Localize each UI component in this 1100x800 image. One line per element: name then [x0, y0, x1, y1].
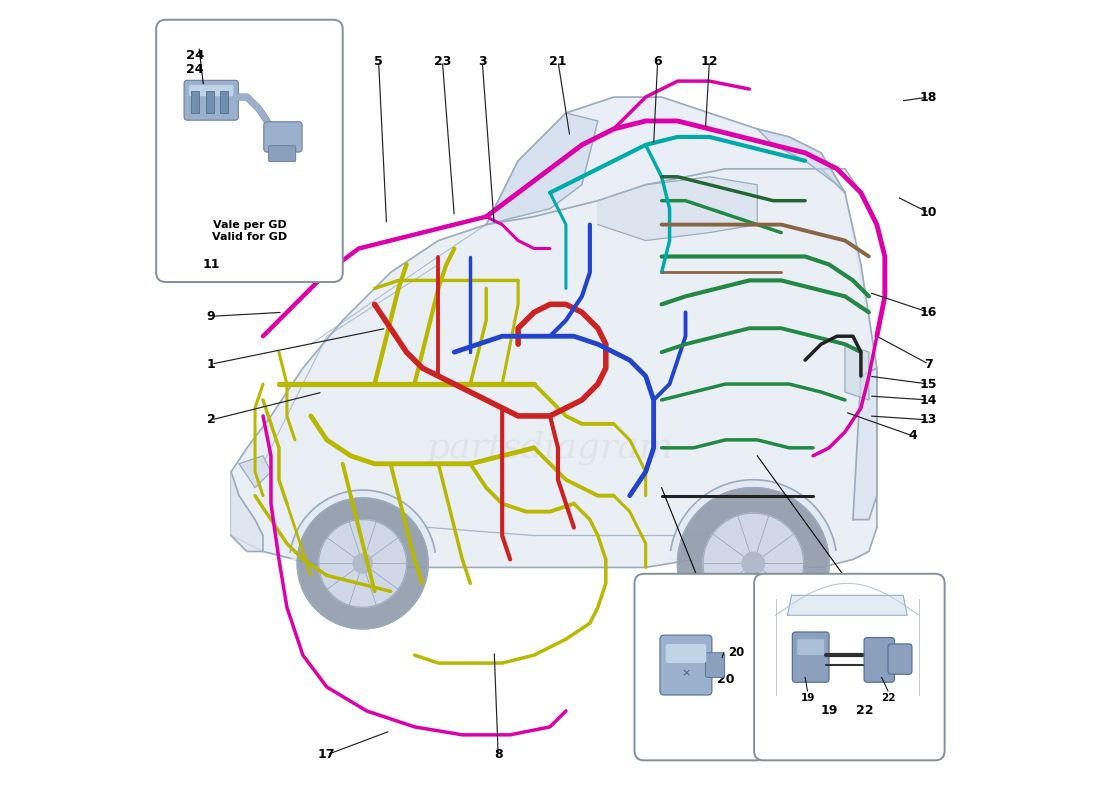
FancyBboxPatch shape — [798, 639, 824, 655]
Polygon shape — [742, 552, 764, 574]
Text: 11: 11 — [202, 258, 220, 271]
Text: 12: 12 — [701, 54, 718, 68]
FancyBboxPatch shape — [184, 80, 239, 120]
Polygon shape — [297, 498, 428, 629]
Text: 7: 7 — [924, 358, 933, 370]
Bar — [206, 90, 213, 113]
Polygon shape — [231, 472, 263, 551]
FancyBboxPatch shape — [635, 574, 766, 760]
FancyBboxPatch shape — [865, 638, 894, 682]
Polygon shape — [353, 554, 372, 573]
Text: 20: 20 — [716, 673, 734, 686]
Text: 19: 19 — [821, 705, 838, 718]
Text: 2: 2 — [207, 414, 216, 426]
Text: ×: × — [681, 669, 691, 678]
Polygon shape — [289, 490, 436, 559]
Polygon shape — [788, 595, 908, 615]
Polygon shape — [852, 368, 877, 519]
Polygon shape — [439, 97, 877, 368]
Polygon shape — [845, 344, 869, 400]
Bar — [191, 90, 199, 113]
Polygon shape — [703, 514, 803, 614]
Text: 23: 23 — [433, 54, 451, 68]
Text: 24: 24 — [186, 50, 204, 62]
FancyBboxPatch shape — [189, 85, 233, 96]
Polygon shape — [757, 129, 845, 193]
Text: 17: 17 — [318, 748, 336, 762]
Text: 16: 16 — [920, 306, 937, 319]
FancyBboxPatch shape — [156, 20, 343, 282]
Text: 15: 15 — [920, 378, 937, 390]
Text: 22: 22 — [881, 694, 895, 703]
Text: 18: 18 — [920, 90, 937, 103]
FancyBboxPatch shape — [660, 635, 712, 695]
Polygon shape — [231, 169, 877, 567]
Text: 22: 22 — [856, 705, 873, 718]
FancyBboxPatch shape — [268, 146, 296, 162]
Text: 21: 21 — [549, 54, 566, 68]
Text: 5: 5 — [374, 54, 383, 68]
Text: 4: 4 — [909, 430, 917, 442]
Text: partsdiagram: partsdiagram — [427, 430, 673, 465]
Text: 10: 10 — [920, 206, 937, 219]
Text: 3: 3 — [477, 54, 486, 68]
Polygon shape — [239, 456, 271, 488]
Text: 24: 24 — [187, 62, 204, 76]
Text: 14: 14 — [920, 394, 937, 406]
Text: 20: 20 — [728, 646, 744, 659]
Text: 13: 13 — [920, 414, 937, 426]
Polygon shape — [597, 177, 757, 241]
Text: Vale per GD
Valid for GD: Vale per GD Valid for GD — [212, 220, 287, 242]
Polygon shape — [670, 480, 837, 559]
Text: 1: 1 — [207, 358, 216, 370]
Text: 9: 9 — [207, 310, 216, 322]
FancyBboxPatch shape — [705, 653, 725, 678]
FancyBboxPatch shape — [792, 632, 829, 682]
Bar — [220, 90, 228, 113]
Polygon shape — [319, 519, 407, 607]
FancyBboxPatch shape — [755, 574, 945, 760]
Polygon shape — [486, 113, 597, 225]
Text: 19: 19 — [801, 694, 815, 703]
FancyBboxPatch shape — [666, 644, 706, 663]
Text: 6: 6 — [653, 54, 662, 68]
Polygon shape — [678, 488, 829, 639]
FancyBboxPatch shape — [888, 644, 912, 674]
FancyBboxPatch shape — [264, 122, 303, 152]
Text: 8: 8 — [494, 748, 503, 762]
